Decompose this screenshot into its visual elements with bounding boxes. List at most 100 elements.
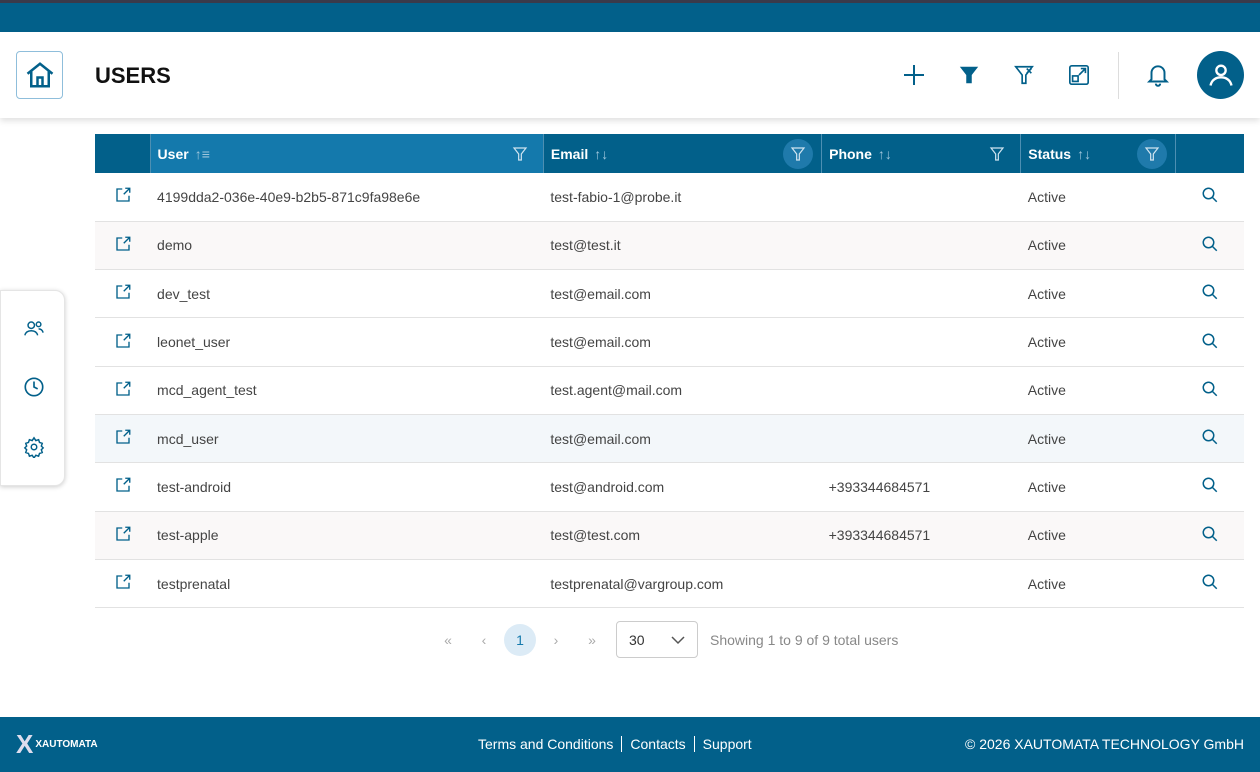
status-cell: Active bbox=[1020, 221, 1176, 271]
table-row[interactable]: 4199dda2-036e-40e9-b2b5-871c9fa98e6e tes… bbox=[95, 173, 1244, 222]
last-page-button[interactable]: » bbox=[588, 631, 596, 648]
column-header-email[interactable]: Email ↑↓ bbox=[542, 134, 822, 173]
open-external-icon[interactable] bbox=[114, 283, 132, 301]
email-cell: test@email.com bbox=[543, 317, 822, 367]
table-row[interactable]: dev_test test@email.com Active bbox=[95, 269, 1244, 319]
footer: X XAUTOMATA Terms and Conditions Contacts… bbox=[0, 717, 1260, 772]
home-button[interactable] bbox=[16, 51, 63, 99]
clear-filter-icon bbox=[1014, 65, 1034, 85]
search-icon[interactable] bbox=[1201, 235, 1219, 253]
clear-filter-button[interactable] bbox=[1010, 61, 1038, 89]
view-cell bbox=[1175, 317, 1244, 367]
gear-icon bbox=[23, 436, 45, 458]
search-icon[interactable] bbox=[1201, 525, 1219, 543]
user-cell: mcd_agent_test bbox=[150, 366, 544, 415]
open-cell bbox=[95, 221, 151, 271]
view-cell bbox=[1175, 559, 1244, 609]
open-external-icon[interactable] bbox=[114, 428, 132, 446]
phone-cell bbox=[821, 366, 1021, 415]
table-row[interactable]: mcd_user test@email.com Active bbox=[95, 414, 1244, 464]
search-icon[interactable] bbox=[1201, 332, 1219, 350]
email-cell: test-fabio-1@probe.it bbox=[543, 173, 822, 222]
first-page-button[interactable]: « bbox=[444, 631, 452, 648]
expand-button[interactable] bbox=[1065, 61, 1093, 89]
notifications-button[interactable] bbox=[1144, 61, 1172, 89]
page-title: USERS bbox=[95, 63, 171, 88]
sidebar-item-users[interactable] bbox=[21, 315, 47, 341]
email-cell: test@test.com bbox=[543, 511, 822, 560]
open-cell bbox=[95, 414, 151, 464]
table-row[interactable]: test-apple test@test.com +393344684571 A… bbox=[95, 511, 1244, 560]
user-cell: mcd_user bbox=[150, 414, 544, 464]
open-cell bbox=[95, 269, 151, 319]
open-external-icon[interactable] bbox=[114, 380, 132, 398]
header-spacer bbox=[95, 134, 151, 173]
page-1-button[interactable]: 1 bbox=[504, 623, 536, 656]
next-page-button[interactable]: › bbox=[553, 631, 559, 648]
column-header-status[interactable]: Status ↑↓ bbox=[1020, 134, 1176, 173]
view-cell bbox=[1175, 366, 1244, 415]
chevron-down-icon bbox=[671, 635, 685, 644]
open-cell bbox=[95, 462, 151, 512]
contacts-link[interactable]: Contacts bbox=[621, 736, 693, 752]
table-header-row: User ↑≡ Email ↑↓ Phone ↑↓ Status ↑↓ bbox=[95, 134, 1244, 173]
filter-icon bbox=[1145, 147, 1160, 161]
user-avatar-button[interactable] bbox=[1197, 51, 1244, 99]
open-external-icon[interactable] bbox=[114, 476, 132, 494]
table-row[interactable]: mcd_agent_test test.agent@mail.com Activ… bbox=[95, 366, 1244, 415]
search-icon[interactable] bbox=[1201, 186, 1219, 204]
search-icon[interactable] bbox=[1201, 380, 1219, 398]
top-band bbox=[0, 3, 1260, 32]
email-cell: testprenatal@vargroup.com bbox=[543, 559, 822, 609]
user-cell: testprenatal bbox=[150, 559, 544, 609]
open-external-icon[interactable] bbox=[114, 235, 132, 253]
phone-cell bbox=[821, 559, 1021, 609]
column-label: Email bbox=[550, 145, 589, 162]
page-size-select[interactable]: 30 bbox=[616, 621, 698, 658]
open-external-icon[interactable] bbox=[114, 186, 132, 204]
column-header-user[interactable]: User ↑≡ bbox=[149, 134, 544, 173]
filter-user-button[interactable] bbox=[505, 139, 535, 169]
filter-button[interactable] bbox=[955, 61, 983, 89]
xautomata-logo: X XAUTOMATA bbox=[16, 729, 98, 759]
page-header: USERS bbox=[0, 32, 1260, 118]
sidebar-item-history[interactable] bbox=[21, 374, 47, 400]
open-external-icon[interactable] bbox=[114, 332, 132, 350]
table-row[interactable]: test-android test@android.com +393344684… bbox=[95, 462, 1244, 512]
email-cell: test@test.it bbox=[543, 221, 822, 271]
search-icon[interactable] bbox=[1201, 428, 1219, 446]
open-external-icon[interactable] bbox=[114, 525, 132, 543]
sort-asc-icon[interactable]: ↑≡ bbox=[194, 145, 210, 162]
terms-link[interactable]: Terms and Conditions bbox=[478, 736, 614, 752]
status-cell: Active bbox=[1020, 173, 1176, 222]
filter-icon bbox=[790, 147, 806, 161]
support-link[interactable]: Support bbox=[693, 736, 760, 752]
open-external-icon[interactable] bbox=[114, 573, 132, 591]
search-icon[interactable] bbox=[1201, 283, 1219, 301]
email-cell: test@email.com bbox=[543, 269, 822, 319]
add-button[interactable] bbox=[900, 61, 928, 89]
sort-icon[interactable]: ↑↓ bbox=[594, 145, 609, 162]
filter-icon bbox=[959, 66, 979, 84]
table-row[interactable]: leonet_user test@email.com Active bbox=[95, 317, 1244, 367]
search-icon[interactable] bbox=[1201, 573, 1219, 591]
open-cell bbox=[95, 366, 151, 415]
status-cell: Active bbox=[1020, 511, 1176, 560]
phone-cell bbox=[821, 173, 1021, 222]
filter-status-button[interactable] bbox=[1137, 139, 1168, 169]
sidebar-item-settings[interactable] bbox=[21, 434, 47, 460]
column-header-phone[interactable]: Phone ↑↓ bbox=[821, 134, 1021, 173]
sort-icon[interactable]: ↑↓ bbox=[877, 145, 892, 162]
user-cell: demo bbox=[150, 221, 544, 271]
table-row[interactable]: demo test@test.it Active bbox=[95, 221, 1244, 271]
phone-cell bbox=[821, 317, 1021, 367]
side-nav bbox=[0, 290, 65, 486]
prev-page-button[interactable]: ‹ bbox=[481, 631, 487, 648]
filter-email-button[interactable] bbox=[783, 139, 814, 169]
filter-phone-button[interactable] bbox=[982, 139, 1012, 169]
view-cell bbox=[1175, 414, 1244, 464]
open-cell bbox=[95, 317, 151, 367]
search-icon[interactable] bbox=[1201, 476, 1219, 494]
sort-icon[interactable]: ↑↓ bbox=[1077, 145, 1092, 162]
table-row[interactable]: testprenatal testprenatal@vargroup.com A… bbox=[95, 559, 1244, 609]
